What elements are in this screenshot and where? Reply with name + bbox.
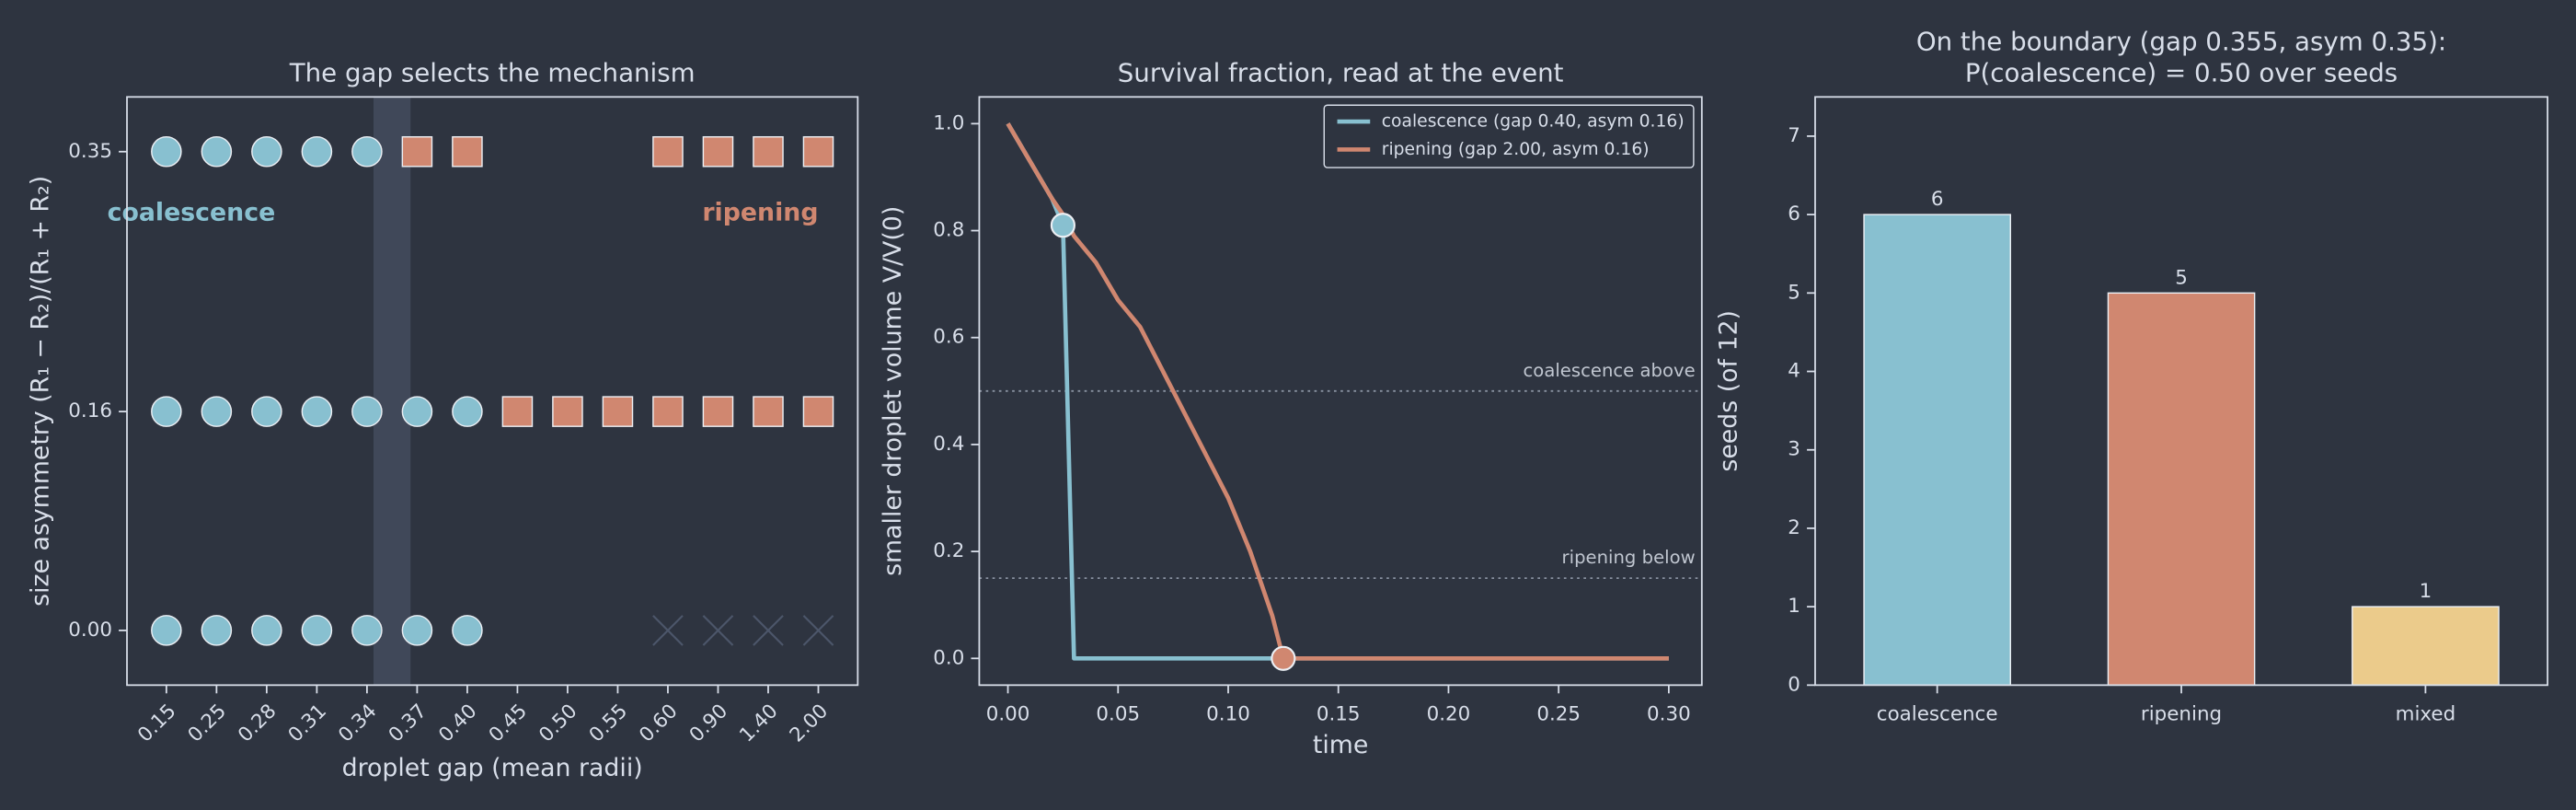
point [201,396,233,427]
point [552,396,583,427]
y-tick-label: 4 [1788,360,1800,383]
axes-frame [978,96,1703,687]
boundary-band [374,97,411,686]
x-tick-label: 0.10 [1206,702,1250,725]
point [802,396,834,427]
point [401,615,433,646]
y-tick-label: 0.00 [68,619,112,642]
y-tick-label: 0.2 [933,539,964,562]
point [452,135,483,168]
x-axis-label: time [1313,731,1368,759]
point [753,396,784,427]
region-label: ripening [702,199,818,227]
point [201,615,233,646]
y-tick-label: 0.8 [933,219,964,242]
reference-label: ripening below [1562,547,1696,568]
legend-label: ripening (gap 2.00, asym 0.16) [1382,140,1650,159]
point [151,135,182,168]
y-tick-label: 1.0 [933,111,964,134]
value-label: 1 [2420,580,2432,603]
point [802,615,834,646]
y-tick-label: 7 [1788,124,1800,147]
point [652,615,684,646]
axes-frame [1814,96,2548,687]
point [501,396,534,427]
point [351,135,383,168]
y-tick-label: 0.35 [68,140,112,163]
point [702,135,734,168]
point [802,135,834,168]
y-tick-label: 0.6 [933,326,964,349]
point [151,396,182,427]
x-tick-label: 0.05 [1096,702,1140,725]
point [753,615,784,646]
y-axis-label: size asymmetry (R₁ − R₂)/(R₁ + R₂) [27,176,55,607]
point [351,615,383,646]
bar [2107,292,2256,687]
bar [1863,214,2011,687]
region-label: coalescence [108,199,276,227]
chart-title: On the boundary (gap 0.355, asym 0.35): [1916,26,2446,56]
point [251,615,282,646]
point [151,615,182,646]
point [702,396,734,427]
bar [2352,606,2500,687]
point [251,135,282,168]
event-marker [1050,213,1075,238]
x-tick-label: 0.25 [1536,702,1581,725]
x-axis-label: droplet gap (mean radii) [342,754,643,782]
point [652,396,684,427]
chart-title: P(coalescence) = 0.50 over seeds [1965,57,2398,87]
y-tick-label: 0.4 [933,433,964,456]
value-label: 6 [1931,188,1944,211]
point [652,135,684,168]
y-axis-label: smaller droplet volume V/V(0) [879,206,907,576]
event-marker [1271,645,1296,671]
point [351,396,383,427]
y-tick-label: 3 [1788,438,1800,461]
point [401,135,433,168]
point [452,396,483,427]
chart-title: Survival fraction, read at the event [1118,57,1564,87]
x-tick-label: 0.15 [1317,702,1361,725]
point [301,135,333,168]
x-tick-label: 0.00 [986,702,1030,725]
point [251,396,282,427]
x-tick-label: mixed [2396,702,2456,725]
reference-label: coalescence above [1524,360,1696,381]
point [702,615,734,646]
x-tick-label: ripening [2141,702,2222,725]
y-tick-label: 0.16 [68,399,112,422]
point [401,396,433,427]
y-tick-label: 1 [1788,595,1800,618]
chart-title: The gap selects the mechanism [289,57,696,87]
y-axis-label: seeds (of 12) [1715,310,1743,472]
point [602,396,634,427]
point [301,615,333,646]
axes-frame [126,96,859,687]
y-tick-label: 0.0 [933,646,964,669]
legend-label: coalescence (gap 0.40, asym 0.16) [1382,112,1685,132]
y-tick-label: 6 [1788,202,1800,226]
x-tick-label: 0.30 [1647,702,1691,725]
y-tick-label: 0 [1788,673,1800,696]
x-tick-label: 0.20 [1427,702,1471,725]
point [201,135,233,168]
point [301,396,333,427]
y-tick-label: 2 [1788,516,1800,539]
x-tick-label: coalescence [1877,702,1998,725]
legend-box [1323,104,1695,168]
y-tick-label: 5 [1788,281,1800,304]
point [753,135,784,168]
value-label: 5 [2175,266,2188,289]
point [452,615,483,646]
